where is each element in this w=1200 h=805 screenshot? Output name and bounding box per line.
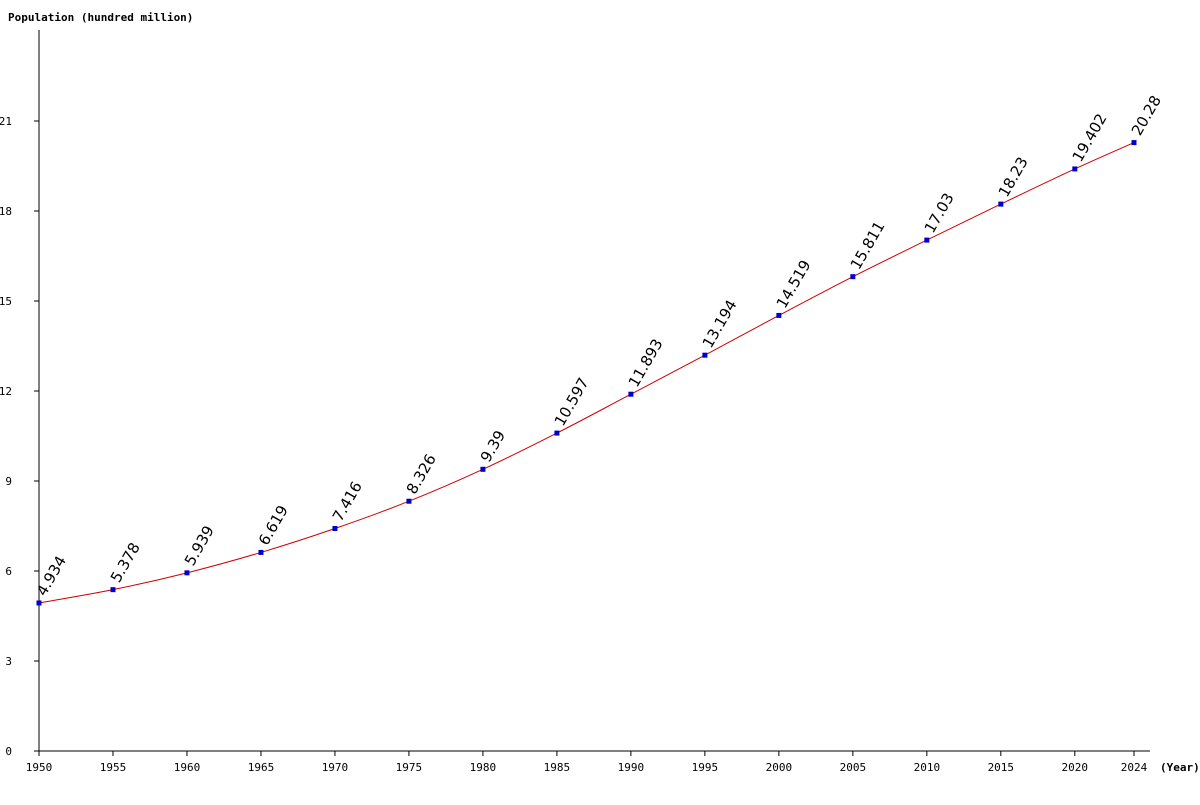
- x-tick-label: 1960: [174, 761, 201, 774]
- y-tick-label: 9: [5, 475, 12, 488]
- x-tick-label: 1980: [470, 761, 497, 774]
- data-point: [628, 391, 634, 397]
- data-labels-layer: 4.934 5.378 5.939 6.6197.4168.3269.3910.597…: [33, 92, 1165, 599]
- data-point: [258, 549, 264, 555]
- data-label: 10.597: [551, 375, 593, 429]
- data-point: [924, 237, 930, 243]
- data-label: 15.811: [847, 218, 889, 272]
- y-tick-label: 15: [0, 295, 12, 308]
- x-tick-label: 2000: [766, 761, 793, 774]
- x-tick-label: 1965: [248, 761, 275, 774]
- x-tick-label: 2010: [914, 761, 941, 774]
- data-label: 11.893: [625, 336, 667, 390]
- x-tick-label: 2015: [988, 761, 1015, 774]
- data-point: [850, 274, 856, 280]
- series-line: [38, 142, 1135, 604]
- x-tick-label: 1975: [396, 761, 423, 774]
- x-tick-label: 1990: [618, 761, 645, 774]
- data-point: [406, 498, 412, 504]
- series-layer: [36, 140, 1137, 606]
- y-tick-label: 12: [0, 385, 12, 398]
- data-point: [332, 526, 338, 532]
- x-tick-label: 1955: [100, 761, 127, 774]
- x-tick-label: 1985: [544, 761, 571, 774]
- x-tick-label: 1970: [322, 761, 349, 774]
- data-point: [998, 201, 1004, 207]
- x-tick-label: 1950: [26, 761, 53, 774]
- data-label: 18.23: [995, 154, 1032, 200]
- data-point: [110, 587, 116, 593]
- y-tick-label: 6: [5, 565, 12, 578]
- data-point: [1072, 166, 1078, 172]
- data-point: [776, 312, 782, 318]
- data-point: [184, 570, 190, 576]
- data-label: 19.402: [1069, 110, 1111, 164]
- data-label: 17.03: [921, 190, 958, 236]
- data-label: 7.416: [329, 478, 366, 524]
- data-label: 5.939: [181, 523, 218, 569]
- data-point: [36, 600, 42, 606]
- data-label: 5.378: [107, 539, 144, 585]
- data-label: 20.28: [1128, 92, 1165, 138]
- data-label: 14.519: [773, 257, 815, 311]
- x-tick-label: 2005: [840, 761, 867, 774]
- y-tick-label: 21: [0, 115, 12, 128]
- ticks-layer: 0 3 6 9 12 15 18 21 1950 1955 1960 1965 1970 1975 1980…: [0, 115, 1148, 774]
- data-label: 13.194: [699, 297, 741, 351]
- x-tick-label: 2020: [1062, 761, 1089, 774]
- data-label: 4.934: [33, 553, 70, 599]
- data-point: [1131, 140, 1137, 146]
- y-tick-label: 3: [5, 655, 12, 668]
- data-point: [554, 430, 560, 436]
- y-tick-label: 0: [5, 745, 12, 758]
- data-point: [702, 352, 708, 358]
- y-axis-title: Population (hundred million): [8, 11, 193, 24]
- x-axis-title: (Year): [1160, 761, 1200, 774]
- y-tick-label: 18: [0, 205, 12, 218]
- data-label: 6.619: [255, 502, 292, 548]
- x-tick-label: 1995: [692, 761, 719, 774]
- x-tick-label: 2024: [1121, 761, 1148, 774]
- data-point: [480, 466, 486, 472]
